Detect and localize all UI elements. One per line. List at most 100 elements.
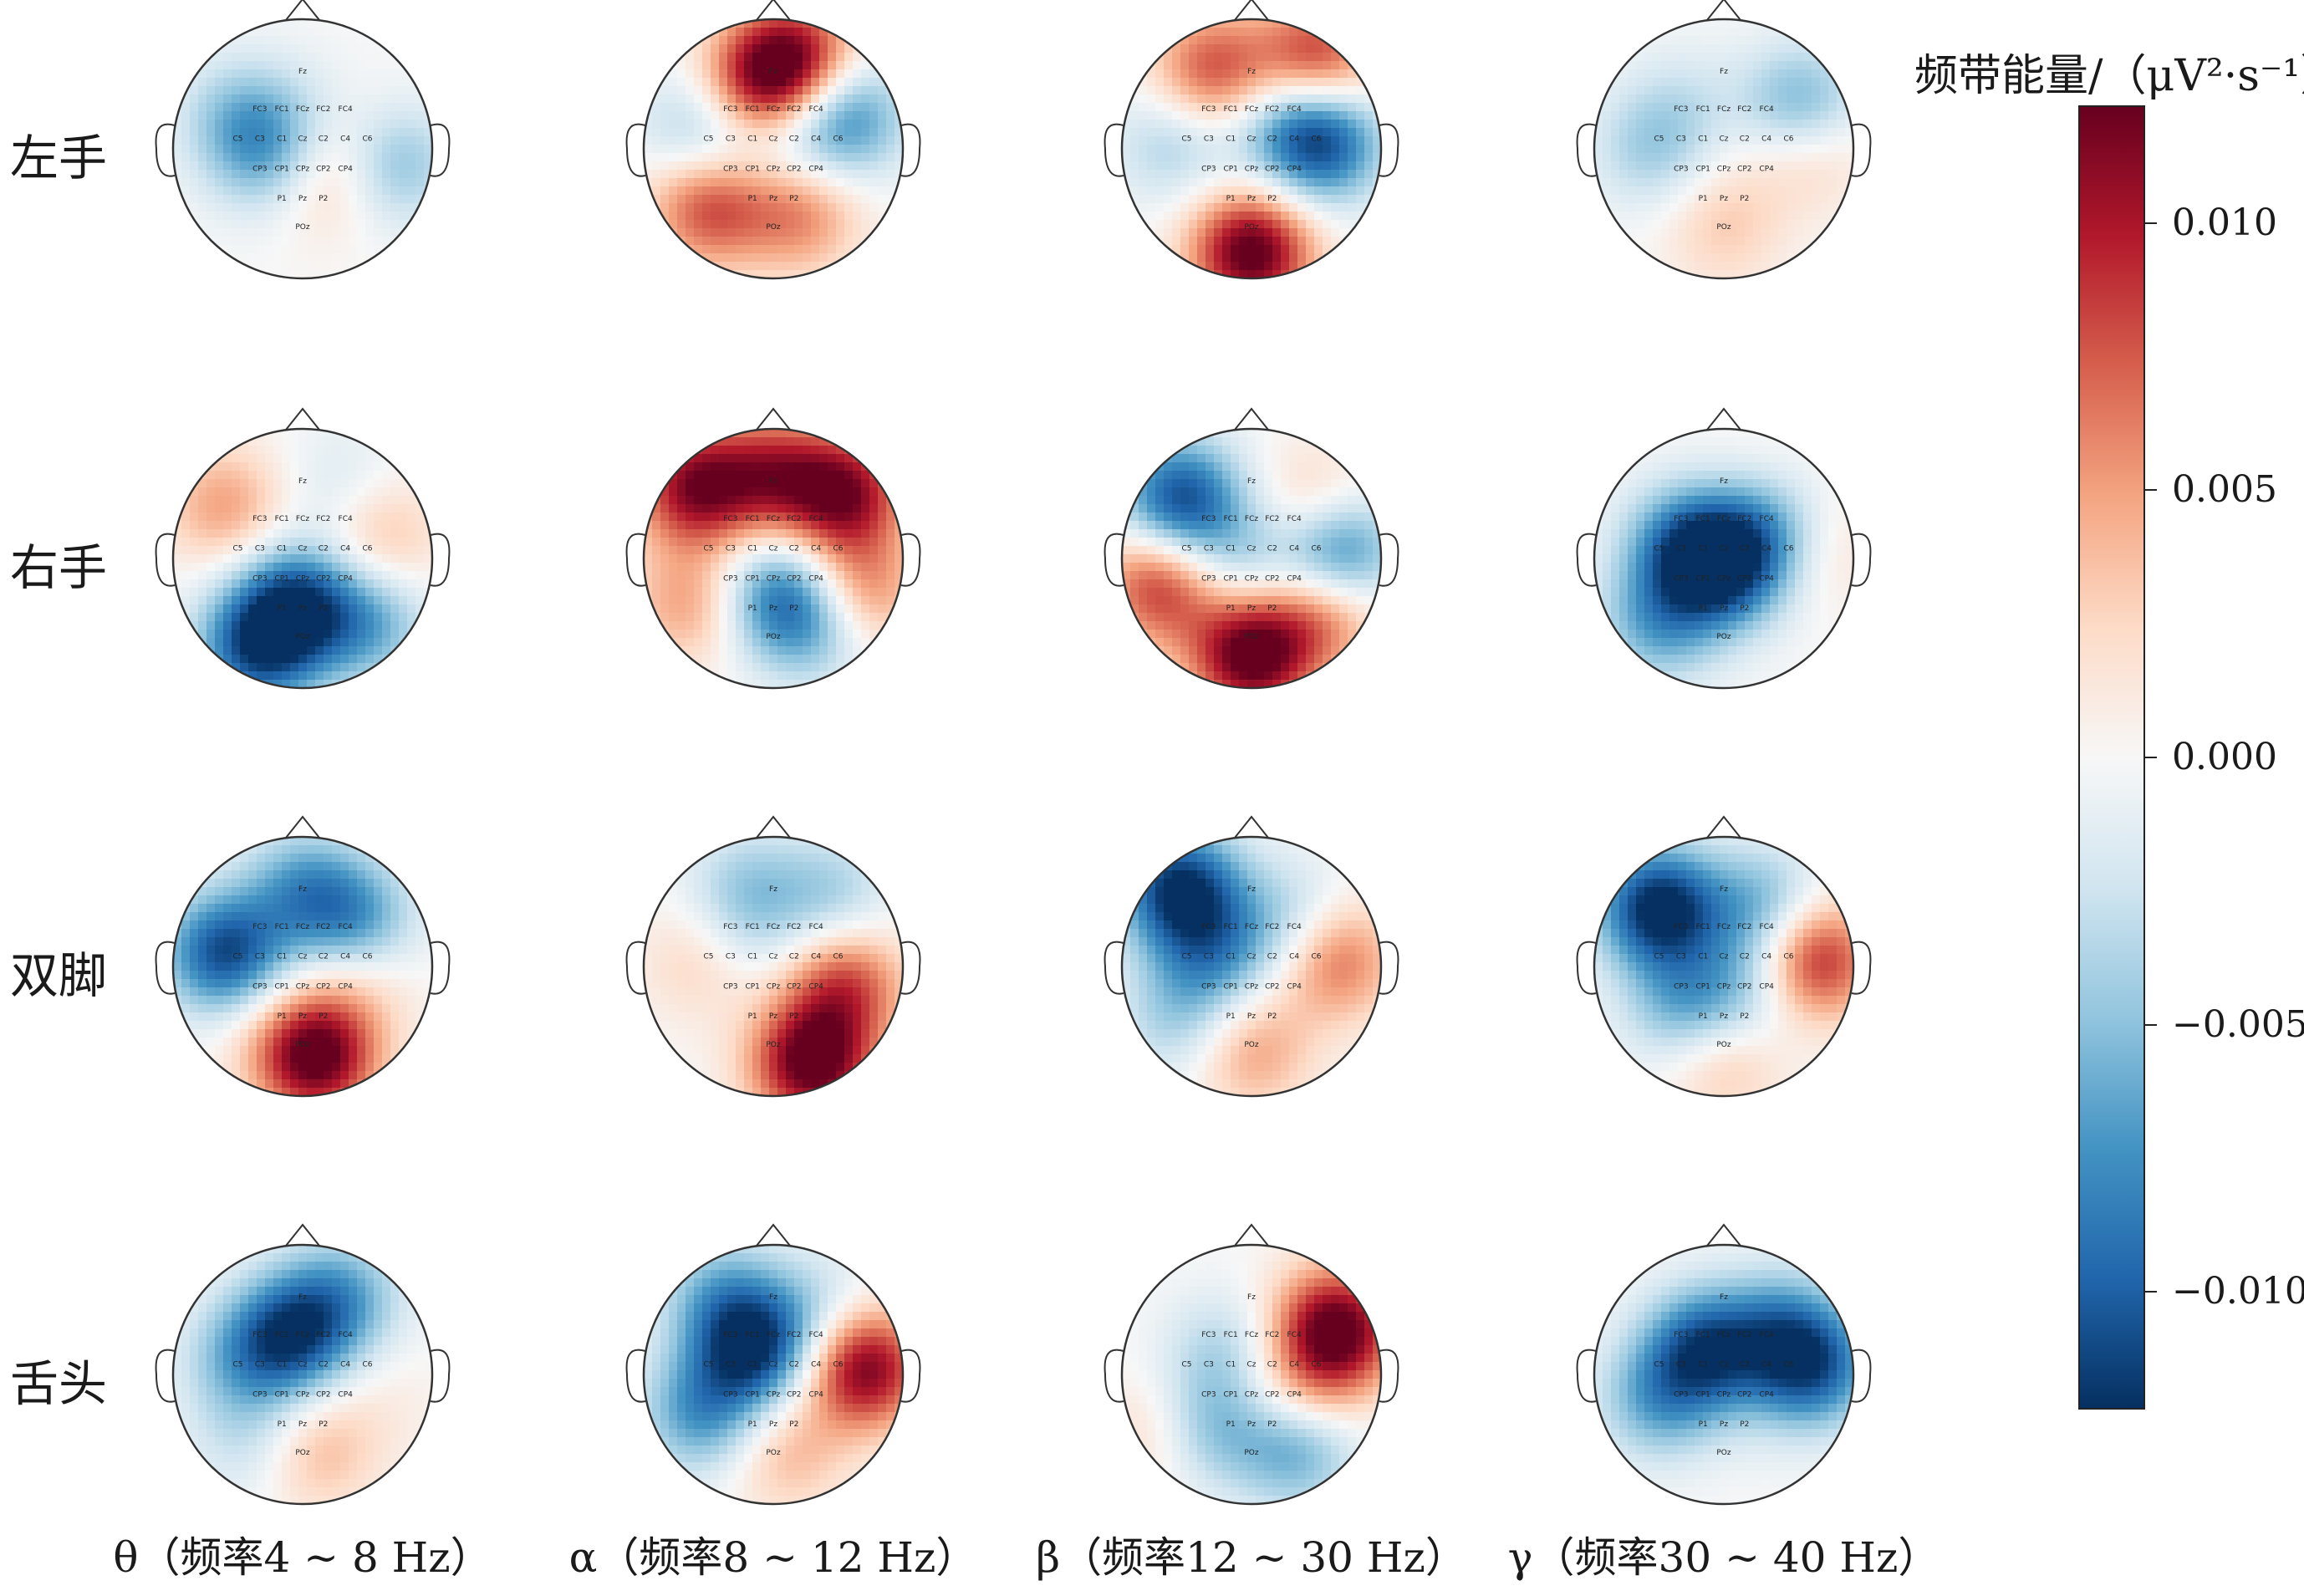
electrode-label: P1 [278, 195, 287, 203]
electrode-label: FC4 [339, 105, 353, 114]
power-field [1594, 1245, 1853, 1504]
electrode-label: C2 [319, 953, 329, 961]
electrode-label: C1 [1698, 135, 1708, 144]
electrode-label: FC3 [723, 1331, 737, 1339]
row-label-left-hand: 左手 [10, 130, 108, 186]
electrode-label: CP3 [1674, 165, 1688, 173]
electrode-label: C4 [1761, 135, 1771, 144]
electrode-label: Cz [1719, 953, 1728, 961]
electrode-label: POz [1716, 223, 1731, 232]
electrode-label: P1 [1226, 1420, 1236, 1429]
electrode-label: Cz [1246, 545, 1256, 553]
electrode-label: C6 [833, 545, 843, 553]
topomap-3-2: Fz FC3 FC1 FCz FC2 FC4 C5 C3 C1 Cz C2 C4 C6 CP3 CP1 CPz… [1104, 1223, 1399, 1506]
right-ear [430, 123, 451, 177]
electrode-label: Pz [298, 1012, 307, 1021]
electrode-label: CPz [767, 574, 781, 583]
electrode-label: CP2 [1265, 574, 1279, 583]
electrode-label: C1 [1698, 545, 1708, 553]
electrode-label: CP4 [808, 165, 823, 173]
electrode-label: Cz [1719, 135, 1728, 144]
electrode-label: FC2 [1737, 515, 1751, 523]
electrode-label: C6 [362, 1361, 372, 1369]
electrode-label: FC4 [1760, 1331, 1774, 1339]
topomap-3-1: Fz FC3 FC1 FCz FC2 FC4 C5 C3 C1 Cz C2 C4 C6 CP3 CP1 CPz… [625, 1223, 921, 1506]
electrode-label: P1 [278, 1420, 287, 1429]
electrode-label: FC2 [1265, 515, 1279, 523]
right-ear [1851, 123, 1872, 177]
electrode-label: CP2 [1265, 1390, 1279, 1399]
topomap-1-1: Fz FC3 FC1 FCz FC2 FC4 C5 C3 C1 Cz C2 C4 C6 CP3 CP1 CPz… [625, 407, 921, 690]
electrode-label: Cz [768, 1361, 777, 1369]
electrode-label: FC1 [1224, 923, 1238, 931]
electrode-label: CP1 [1695, 1390, 1710, 1399]
nose [282, 815, 324, 843]
electrode-label: CPz [1717, 574, 1731, 583]
electrode-label: C3 [1676, 135, 1686, 144]
electrode-label: FC2 [1737, 1331, 1751, 1339]
electrode-label: C6 [1783, 1361, 1793, 1369]
electrode-label: P2 [1740, 1420, 1749, 1429]
electrode-label: C3 [1676, 953, 1686, 961]
electrode-label: C2 [319, 1361, 329, 1369]
electrode-label: CP4 [1759, 982, 1774, 991]
electrode-label: CP2 [316, 982, 330, 991]
electrode-label: C3 [255, 953, 265, 961]
electrode-label: CP1 [1695, 982, 1710, 991]
electrode-label: C6 [1783, 953, 1793, 961]
electrode-labels: Fz FC3 FC1 FCz FC2 FC4 C5 C3 C1 Cz C2 C4 C6 CP3 CP1 CPz… [1654, 68, 1793, 232]
electrode-label: CP2 [1265, 165, 1279, 173]
electrode-label: Pz [1247, 195, 1256, 203]
electrode-label: C3 [1204, 953, 1214, 961]
electrode-label: CP3 [252, 982, 267, 991]
electrode-label: CP1 [1223, 982, 1237, 991]
electrode-label: FC3 [1201, 923, 1216, 931]
electrode-label: FC3 [1674, 923, 1688, 931]
electrode-label: P1 [748, 195, 757, 203]
electrode-label: FC1 [1696, 515, 1710, 523]
electrode-label: Pz [298, 195, 307, 203]
head-outline [1120, 835, 1383, 1098]
electrode-label: C2 [1267, 545, 1277, 553]
electrode-label: C6 [1311, 1361, 1321, 1369]
col-label-alpha: α（频率8 ~ 12 Hz） [568, 1533, 978, 1582]
electrode-label: C6 [833, 953, 843, 961]
electrode-label: FC4 [339, 1331, 353, 1339]
electrode-label: FC1 [275, 1331, 289, 1339]
electrode-label: Pz [769, 1420, 777, 1429]
electrode-label: CP1 [745, 982, 759, 991]
electrode-label: Fz [1720, 885, 1728, 894]
electrode-label: POz [295, 633, 310, 641]
colorbar-tick-label: −0.010 [2172, 1270, 2304, 1313]
electrode-label: POz [1244, 223, 1259, 232]
electrode-label: Cz [1719, 545, 1728, 553]
electrode-label: FCz [296, 1331, 309, 1339]
electrode-label: C6 [362, 135, 372, 144]
electrode-label: C6 [833, 135, 843, 144]
electrode-label: C1 [747, 953, 757, 961]
nose [1231, 815, 1272, 843]
electrode-label: POz [766, 633, 781, 641]
topomap-0-3: Fz FC3 FC1 FCz FC2 FC4 C5 C3 C1 Cz C2 C4 C6 CP3 CP1 CPz… [1576, 0, 1872, 280]
left-ear [1576, 533, 1597, 587]
electrode-label: C1 [1226, 545, 1236, 553]
electrode-label: Fz [298, 477, 307, 486]
electrode-label: C4 [1289, 1361, 1299, 1369]
electrode-label: CP3 [252, 1390, 267, 1399]
electrode-label: P2 [319, 604, 328, 613]
row-label-right-hand: 右手 [10, 539, 108, 596]
electrode-label: C2 [1267, 135, 1277, 144]
electrode-label: Fz [298, 1293, 307, 1302]
electrode-label: C3 [1204, 1361, 1214, 1369]
electrode-label: CP4 [1759, 574, 1774, 583]
electrode-label: CP4 [808, 1390, 823, 1399]
electrode-label: Pz [1247, 1012, 1256, 1021]
electrode-label: CP4 [1287, 574, 1302, 583]
topomap-0-0: Fz FC3 FC1 FCz FC2 FC4 C5 C3 C1 Cz C2 C4 C6 CP3 CP1 CPz… [155, 0, 451, 280]
electrode-labels: Fz FC3 FC1 FCz FC2 FC4 C5 C3 C1 Cz C2 C4 C6 CP3 CP1 CPz… [703, 477, 843, 641]
electrode-label: FC3 [1201, 105, 1216, 114]
electrode-label: P1 [1226, 1012, 1236, 1021]
electrode-label: C4 [1761, 545, 1771, 553]
